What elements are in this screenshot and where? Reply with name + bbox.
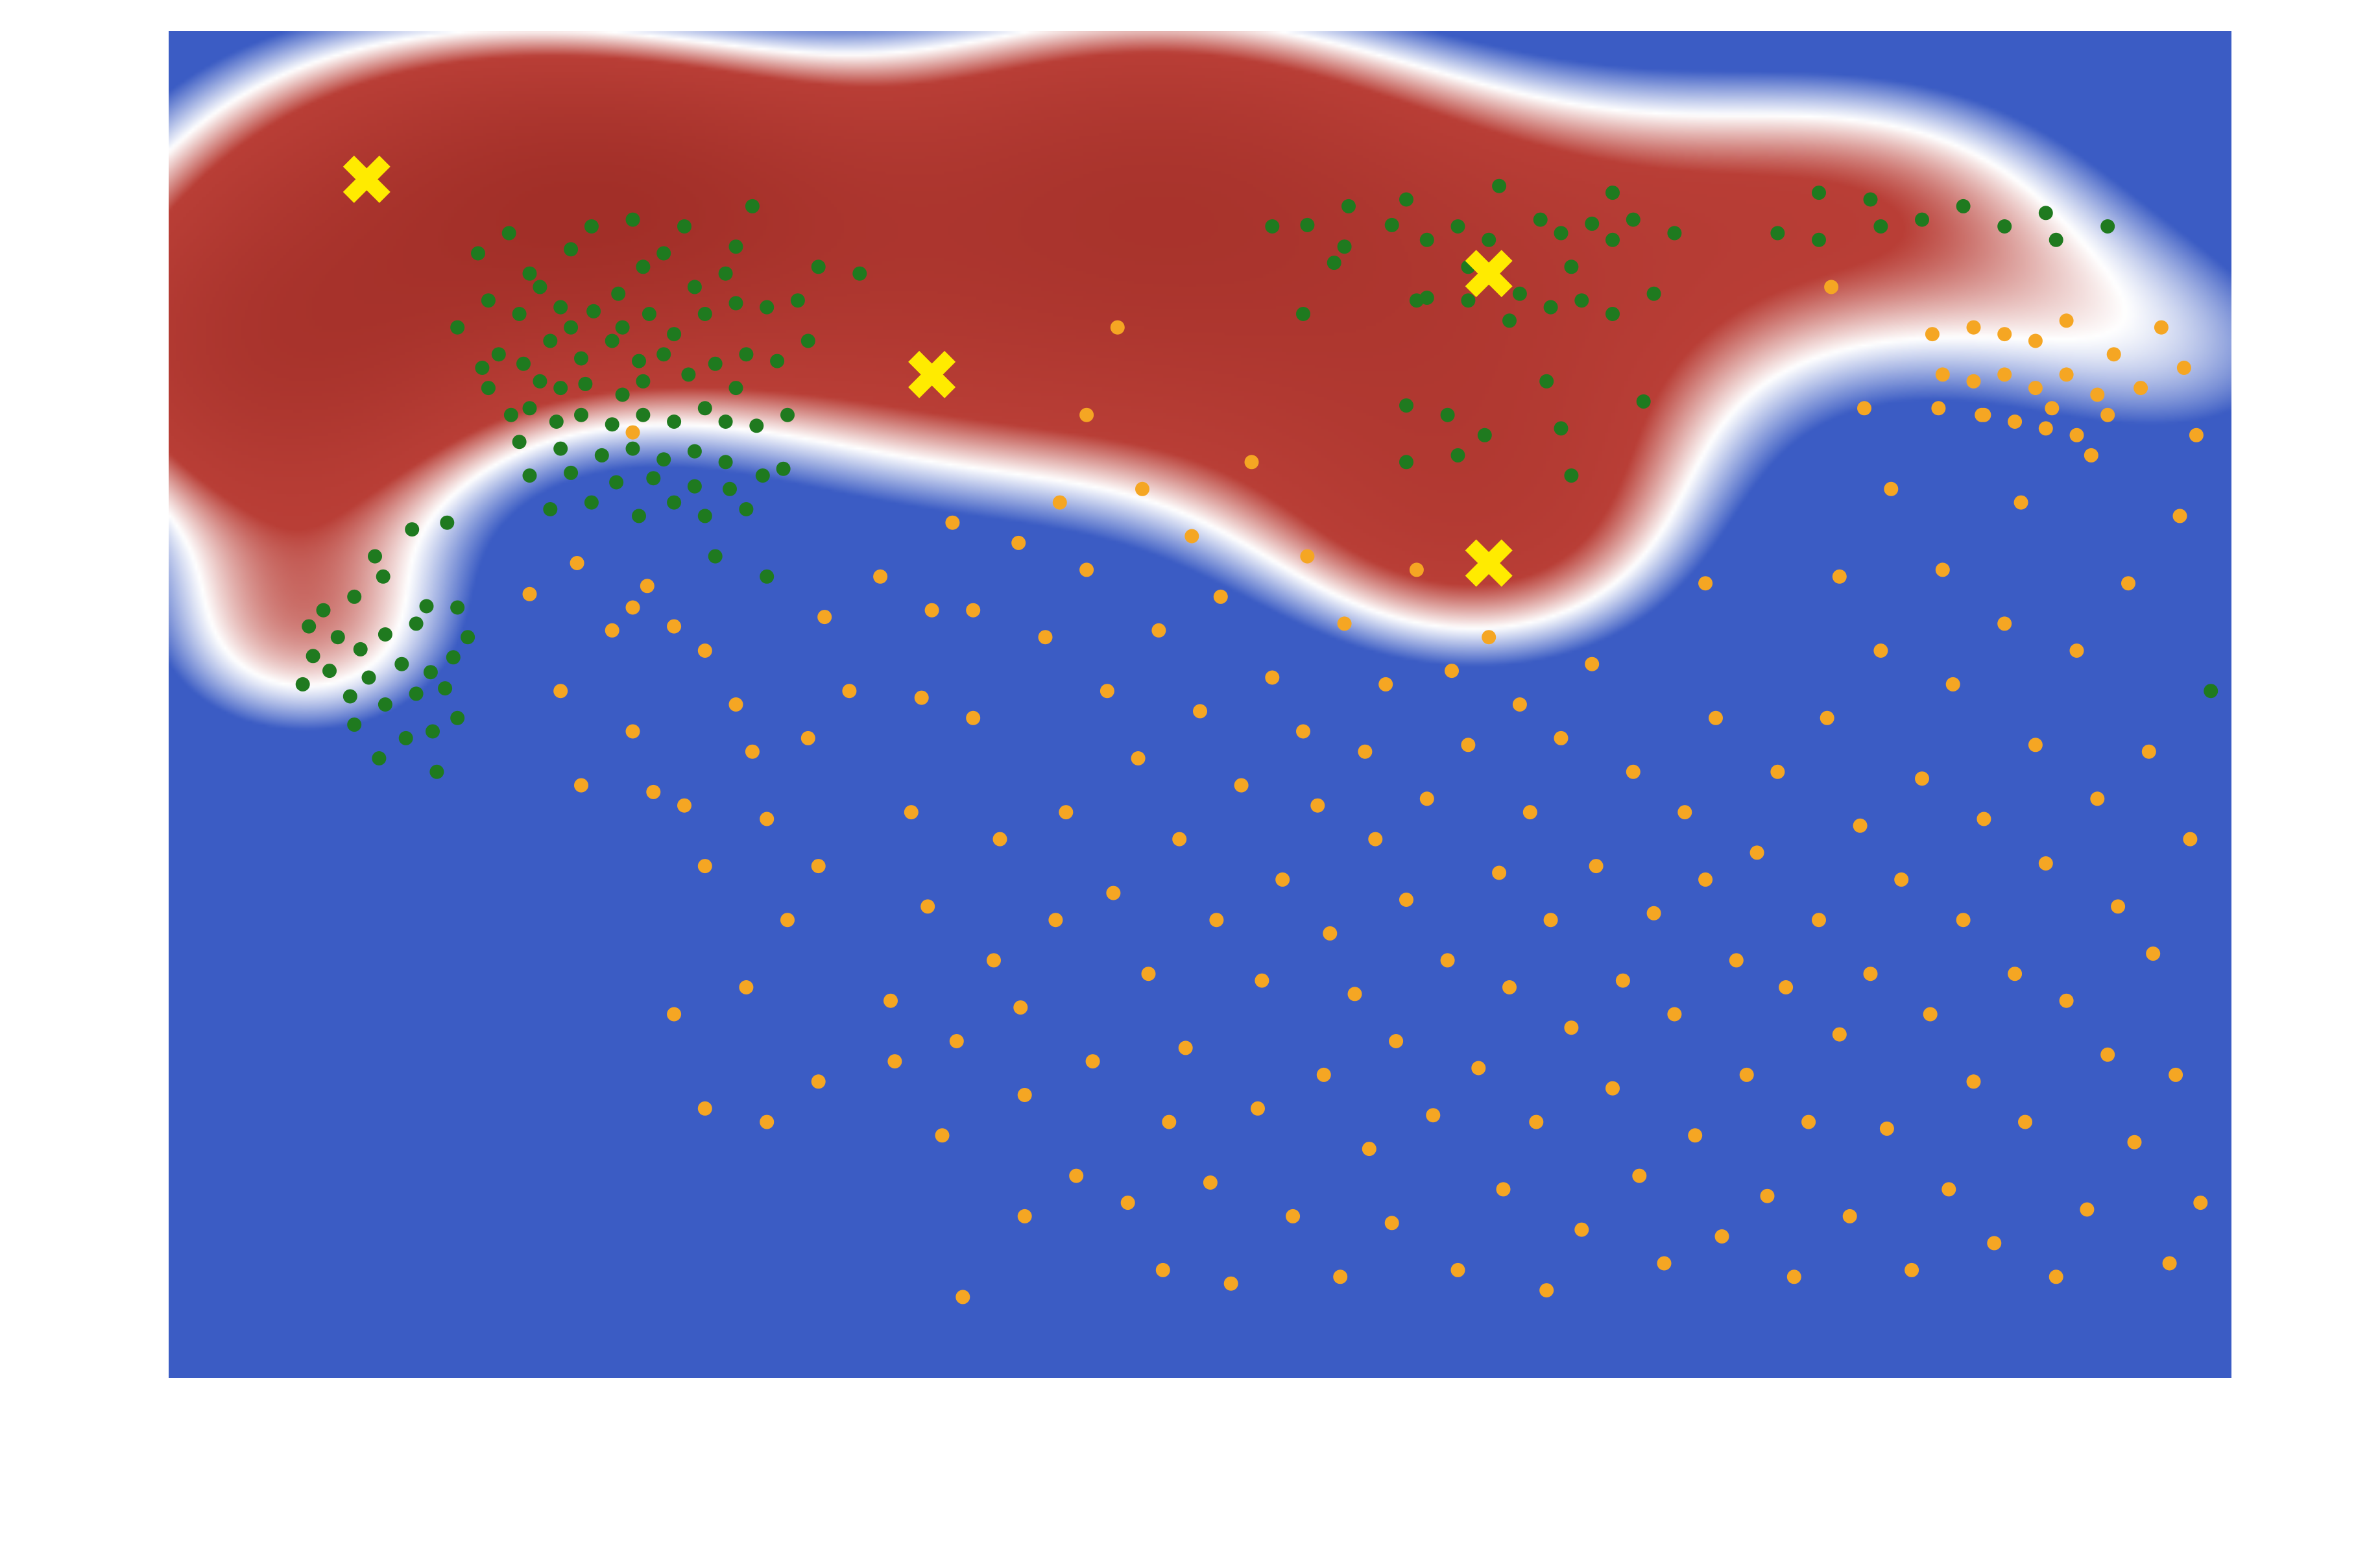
figure-container <box>0 0 2380 1564</box>
heatmap-canvas <box>169 31 2231 1378</box>
plot-area <box>169 31 2231 1378</box>
